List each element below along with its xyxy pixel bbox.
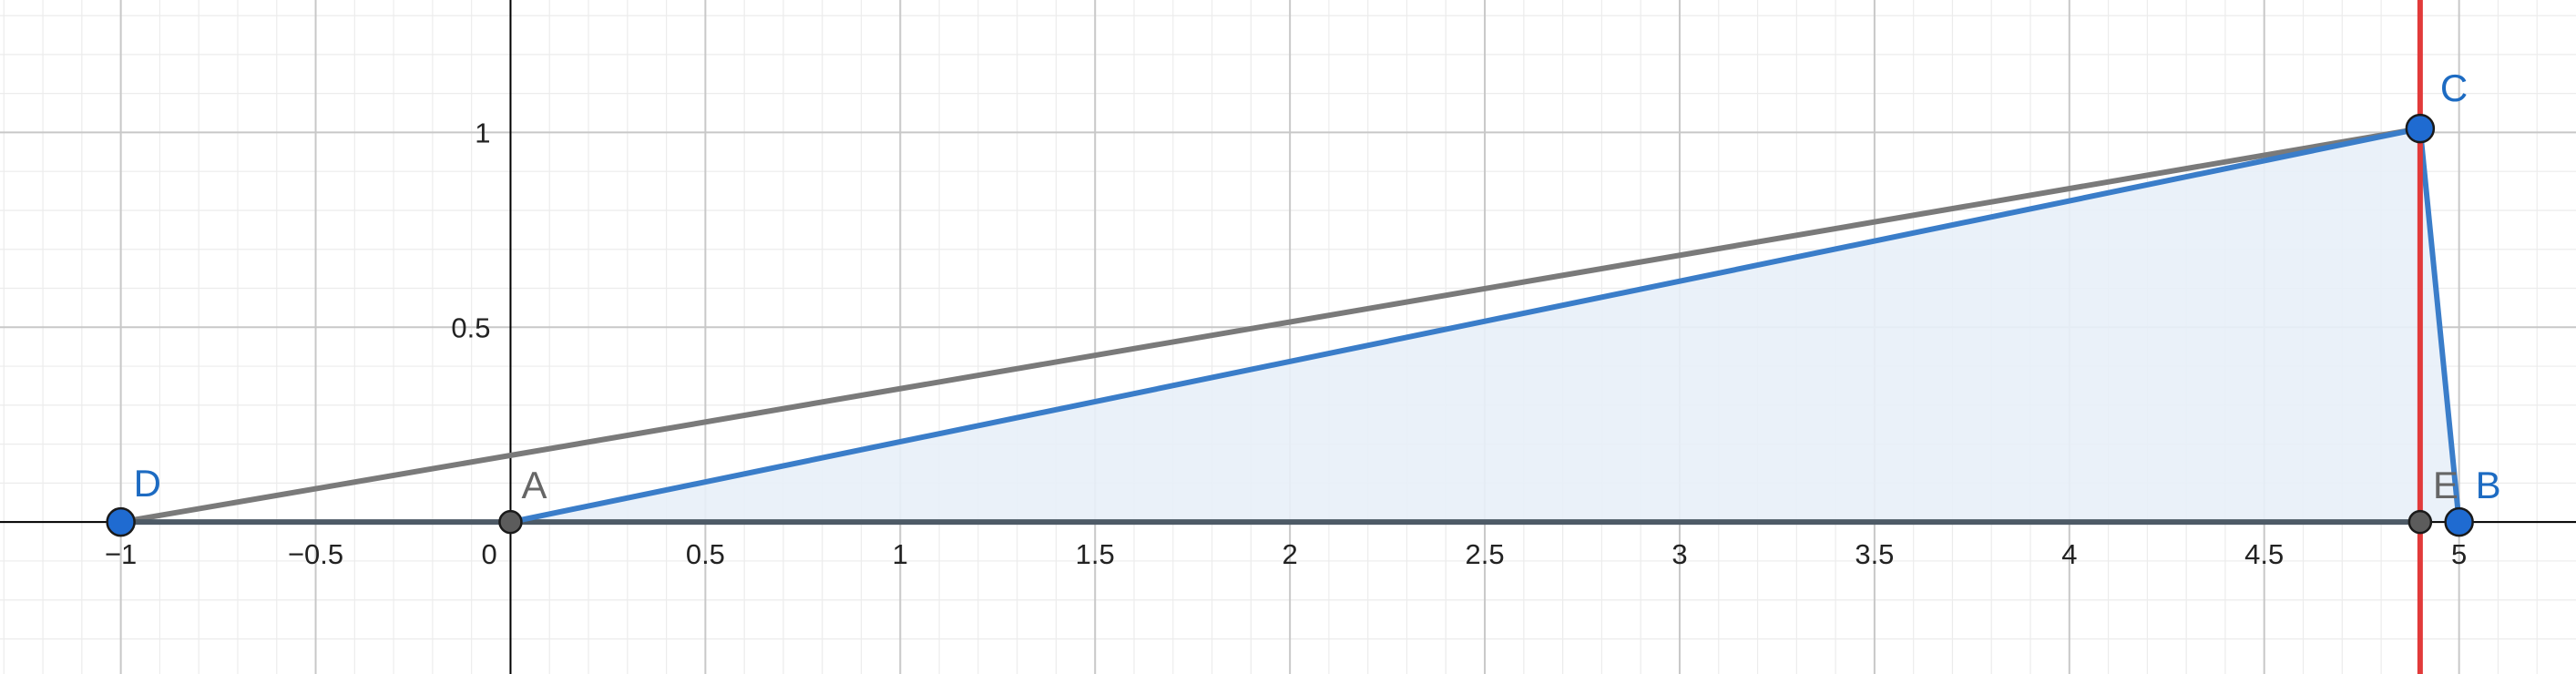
x-tick-label: 2 (1283, 538, 1298, 570)
x-tick-label: 0 (481, 538, 496, 570)
point-a[interactable] (498, 509, 523, 535)
x-tick-label: 4.5 (2244, 538, 2284, 570)
x-tick-label: 4 (2061, 538, 2077, 570)
point-label-a: A (521, 464, 547, 506)
x-tick-label: 5 (2451, 538, 2467, 570)
y-tick-label: 0.5 (451, 311, 490, 343)
axis-tick-labels: −1 −0.5 0 0.5 1 1.5 2 2.5 3 3.5 4 4.5 5 0.5 1 (105, 117, 2467, 570)
x-tick-label: 2.5 (1466, 538, 1505, 570)
x-tick-label: 3.5 (1855, 538, 1894, 570)
x-tick-label: −1 (105, 538, 137, 570)
segment-ac[interactable] (507, 126, 2423, 526)
point-label-b: B (2476, 464, 2501, 506)
point-e[interactable] (2407, 509, 2433, 535)
point-b[interactable] (2444, 506, 2474, 537)
point-label-d: D (134, 462, 161, 505)
point-label-c: C (2440, 66, 2468, 109)
x-tick-label: −0.5 (288, 538, 343, 570)
segment-dc[interactable] (118, 126, 2423, 526)
y-tick-label: 1 (475, 117, 490, 148)
segment-cb[interactable] (2417, 126, 2462, 526)
point-c[interactable] (2405, 113, 2436, 144)
x-tick-label: 0.5 (686, 538, 725, 570)
x-tick-label: 1 (893, 538, 908, 570)
points (106, 113, 2474, 537)
x-tick-label: 1.5 (1076, 538, 1115, 570)
point-labels: A B C D E (134, 66, 2501, 506)
point-label-e: E (2433, 464, 2458, 506)
point-d[interactable] (106, 506, 136, 537)
x-tick-label: 3 (1671, 538, 1687, 570)
